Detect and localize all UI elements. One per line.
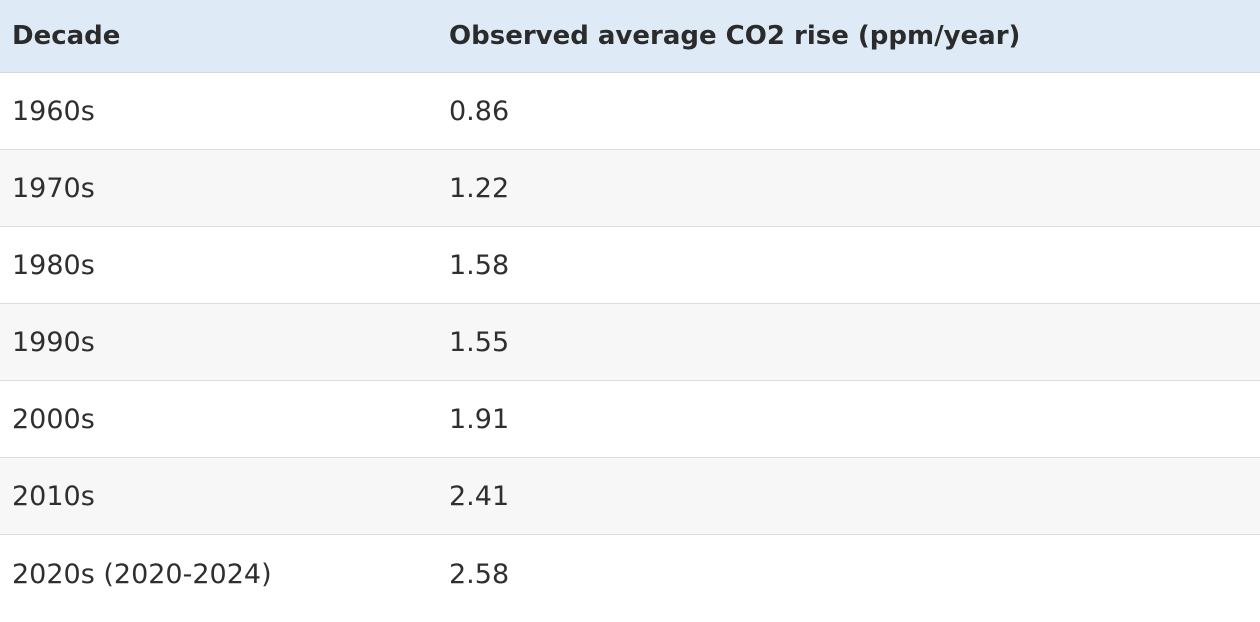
decade-cell: 1990s — [0, 303, 437, 381]
co2-rise-cell: 2.41 — [437, 457, 1260, 535]
decade-cell: 1960s — [0, 72, 437, 150]
table-row: 1980s 1.58 — [0, 226, 1260, 304]
co2-rise-cell: 1.91 — [437, 380, 1260, 458]
header-row: Decade Observed average CO2 rise (ppm/ye… — [0, 0, 1260, 73]
decade-cell: 2010s — [0, 457, 437, 535]
header-co2-rise: Observed average CO2 rise (ppm/year) — [437, 0, 1260, 73]
table-row: 1960s 0.86 — [0, 72, 1260, 150]
table-body: 1960s 0.86 1970s 1.22 1980s 1.58 1990s 1… — [0, 72, 1260, 615]
co2-rise-cell: 0.86 — [437, 72, 1260, 150]
co2-rise-cell: 1.22 — [437, 149, 1260, 227]
decade-cell: 2020s (2020-2024) — [12, 559, 272, 590]
co2-rise-cell: 1.58 — [437, 226, 1260, 304]
decade-cell: 1970s — [0, 149, 437, 227]
co2-rise-cell: 2.58 — [449, 559, 510, 590]
co2-rise-cell: 1.55 — [437, 303, 1260, 381]
header-decade: Decade — [0, 0, 437, 73]
table-row: 1970s 1.22 — [0, 149, 1260, 227]
table-row: 2020s (2020-2024) 2.58 — [0, 535, 1260, 615]
decade-cell: 1980s — [0, 226, 437, 304]
table-row: 1990s 1.55 — [0, 303, 1260, 381]
table-header: Decade Observed average CO2 rise (ppm/ye… — [0, 0, 1260, 73]
table-row: 2010s 2.41 — [0, 457, 1260, 535]
decade-cell: 2000s — [0, 380, 437, 458]
table-row: 2000s 1.91 — [0, 380, 1260, 458]
